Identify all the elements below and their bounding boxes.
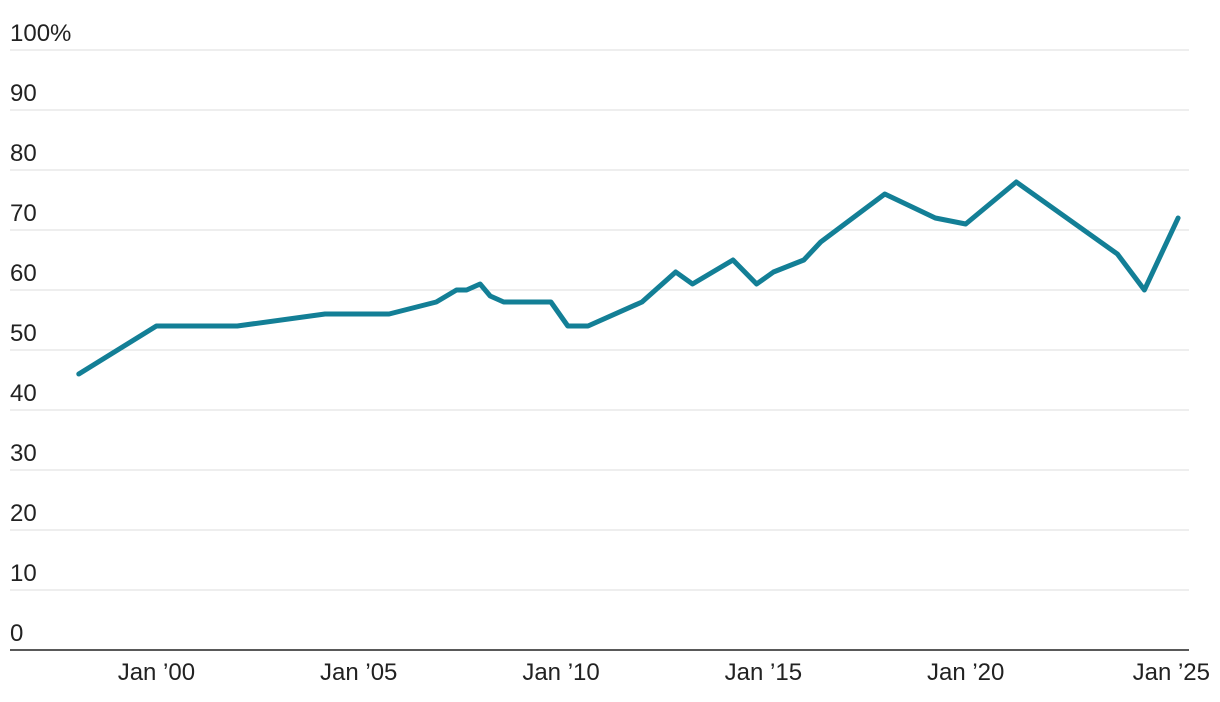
y-tick-label: 20 xyxy=(10,500,37,527)
x-tick-label: Jan ’20 xyxy=(927,659,1004,686)
x-tick-label: Jan ’25 xyxy=(1133,659,1210,686)
x-tick-label: Jan ’15 xyxy=(725,659,802,686)
x-tick-label: Jan ’00 xyxy=(118,659,195,686)
y-tick-label: 60 xyxy=(10,260,37,287)
x-axis-tick-labels: Jan ’00 Jan ’05 Jan ’10 Jan ’15 Jan ’20 Jan ’… xyxy=(118,659,1210,686)
y-tick-label: 0 xyxy=(10,620,23,647)
y-tick-label: 80 xyxy=(10,140,37,167)
gridlines xyxy=(10,49,1189,591)
y-tick-label: 10 xyxy=(10,560,37,587)
x-tick-label: Jan ’10 xyxy=(522,659,599,686)
y-tick-label: 40 xyxy=(10,380,37,407)
y-tick-label: 30 xyxy=(10,440,37,467)
y-tick-label: 50 xyxy=(10,320,37,347)
y-axis-tick-labels: 0 10 20 30 40 50 60 70 80 90 100% xyxy=(10,20,71,647)
series-line-0 xyxy=(76,179,1181,377)
y-tick-label: 100% xyxy=(10,20,71,47)
y-tick-label: 70 xyxy=(10,200,37,227)
series-group xyxy=(76,179,1181,377)
x-tick-label: Jan ’05 xyxy=(320,659,397,686)
y-tick-label: 90 xyxy=(10,80,37,107)
